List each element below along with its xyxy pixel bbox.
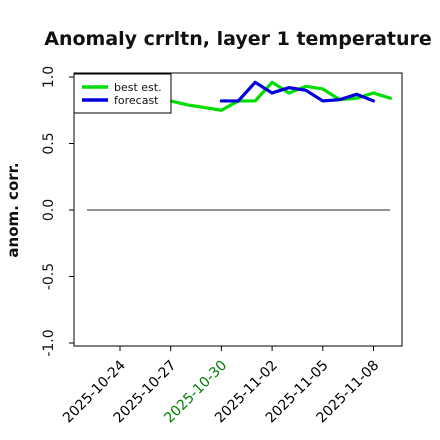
legend-box	[73, 73, 172, 114]
legend: best est.forecast	[73, 73, 172, 114]
y-axis-label: anom. corr.	[4, 162, 22, 257]
series-line-forecast	[219, 80, 376, 103]
y-tick-label: 0.0	[41, 199, 57, 221]
y-tick-label: 1.0	[41, 66, 57, 88]
legend-label: best est.	[114, 81, 162, 94]
y-tick-label: 0.5	[41, 132, 57, 154]
series-line-best-est	[169, 80, 392, 112]
chart-title: Anomaly crrltn, layer 1 temperature	[44, 28, 432, 50]
legend-label: forecast	[114, 94, 159, 107]
plot-area: -1.0-0.50.00.51.02025-10-242025-10-27202…	[41, 66, 403, 426]
y-tick-label: -0.5	[41, 263, 57, 290]
y-tick-label: -1.0	[41, 329, 57, 356]
